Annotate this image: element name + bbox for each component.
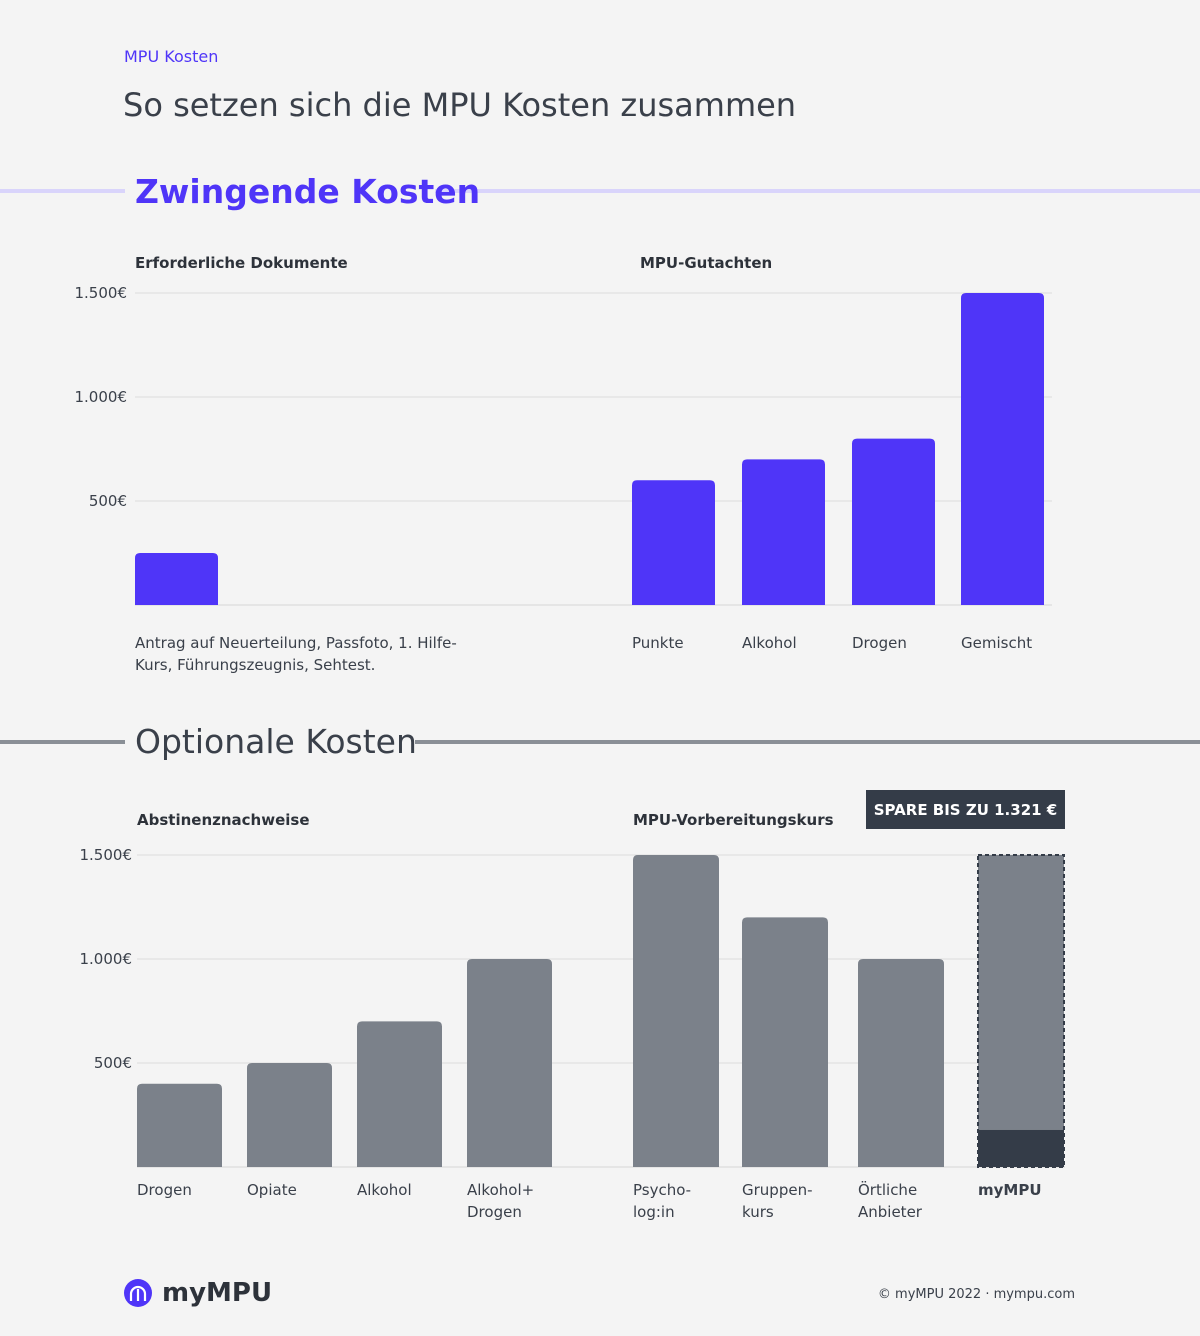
copyright: © myMPU 2022 · mympu.com (877, 1287, 1075, 1302)
chart-title: Erforderliche Dokumente (135, 254, 348, 272)
chart-title: Abstinenznachweise (137, 811, 310, 829)
bar (135, 553, 218, 605)
section-heading: Zwingende Kosten (135, 172, 481, 211)
y-tick-label: 1.500€ (74, 284, 128, 302)
logo-glyph (129, 1285, 147, 1301)
bar (357, 1021, 442, 1167)
y-tick-label: 1.000€ (79, 950, 133, 968)
bar (852, 438, 935, 605)
x-tick-label: Punkte (632, 634, 684, 652)
chart-title: MPU-Vorbereitungskurs (633, 811, 834, 829)
y-tick-label: 1.500€ (79, 846, 133, 864)
y-tick-label: 500€ (88, 492, 127, 510)
savings-bar (978, 855, 1064, 1130)
bar (742, 917, 828, 1167)
x-tick-label: Örtliche Anbieter (858, 1181, 922, 1221)
section-heading: Optionale Kosten (135, 722, 417, 761)
bar (858, 959, 944, 1167)
x-tick-label: myMPU (978, 1181, 1042, 1199)
x-tick-label: Gemischt (961, 634, 1033, 652)
bar (247, 1063, 332, 1167)
bar (633, 855, 719, 1167)
badge-box (866, 790, 1065, 829)
bar (632, 480, 715, 605)
badge: SPARE BIS ZU 1.321 € (873, 801, 1058, 819)
x-tick-label: Alkohol (357, 1181, 412, 1199)
x-tick-label: Drogen (852, 634, 907, 652)
bar (961, 293, 1044, 605)
bar (978, 1129, 1064, 1167)
y-tick-label: 500€ (93, 1054, 132, 1072)
x-tick-label: Alkohol+ Drogen (467, 1181, 535, 1221)
x-tick-label: Opiate (247, 1181, 297, 1199)
logo: myMPU (162, 1278, 273, 1308)
x-tick-label: Alkohol (742, 634, 797, 652)
bar (137, 1083, 222, 1167)
chart-title: MPU-Gutachten (640, 254, 773, 272)
bar (742, 459, 825, 605)
savings-outline (977, 854, 1065, 1168)
x-tick-label: Drogen (137, 1181, 192, 1199)
bar (467, 959, 552, 1167)
kicker: MPU Kosten (124, 47, 219, 66)
x-tick-label: Psycho- log:in (633, 1181, 692, 1221)
x-tick-label: Antrag auf Neuerteilung, Passfoto, 1. Hi… (135, 634, 457, 674)
page-title: So setzen sich die MPU Kosten zusammen (123, 86, 797, 124)
y-tick-label: 1.000€ (74, 388, 128, 406)
x-tick-label: Gruppen- kurs (742, 1181, 813, 1221)
